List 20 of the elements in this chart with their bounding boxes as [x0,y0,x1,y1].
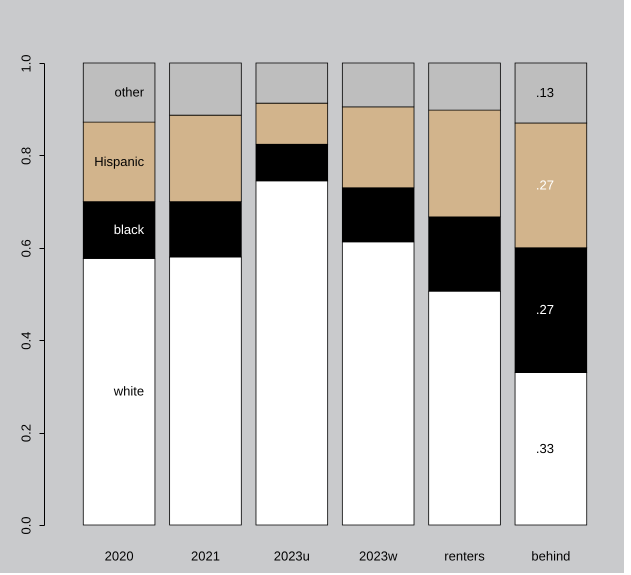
data-label: .33 [536,440,554,456]
y-tick-label: 1.0 [18,54,34,73]
x-tick-label: 2021 [191,548,220,564]
x-tick-label: 2023u [274,548,310,564]
y-tick-label: 0.0 [18,516,34,535]
x-tick-label: renters [444,548,486,564]
series-label: other [114,84,145,100]
y-tick-label: 0.4 [18,332,34,350]
data-label: .27 [536,302,554,318]
data-label: .27 [536,177,554,192]
x-tick-label: 2020 [104,548,134,564]
series-label: Hispanic [94,154,145,169]
y-tick-label: 0.2 [18,424,34,442]
x-tick-label: 2023w [359,548,398,564]
x-tick-label: behind [531,548,570,564]
data-label: .13 [536,85,554,100]
y-tick-label: 0.6 [18,239,34,258]
series-label: white [112,384,144,399]
y-tick-label: 0.8 [18,146,34,165]
series-label: black [114,222,145,238]
